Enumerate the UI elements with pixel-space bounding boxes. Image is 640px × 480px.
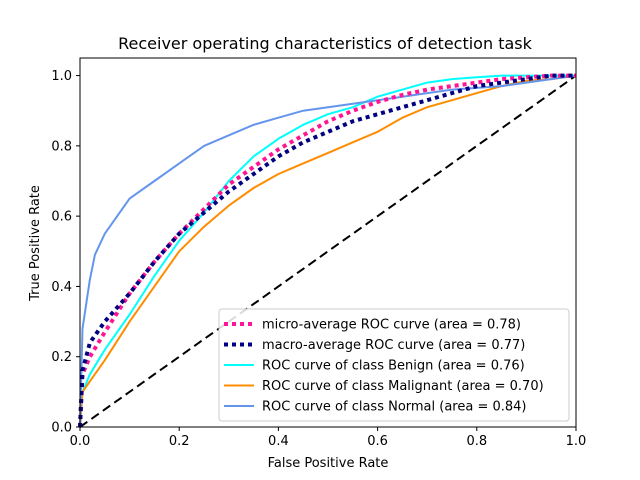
- y-axis-label: True Positive Rate: [28, 185, 43, 302]
- legend: micro-average ROC curve (area = 0.78) mac…: [218, 308, 570, 422]
- x-axis-ticks: 0.0 0.2 0.4 0.6 0.8 1.0: [70, 427, 587, 449]
- x-tick-label: 0.2: [169, 434, 190, 449]
- plot-frame: [79, 57, 577, 428]
- y-tick-label: 0.8: [51, 139, 72, 154]
- legend-label-2: ROC curve of class Benign (area = 0.76): [262, 359, 525, 374]
- series-line-2: [79, 74, 576, 428]
- x-tick-label: 1.0: [566, 434, 587, 449]
- y-tick-label: 0.2: [51, 350, 72, 365]
- legend-box: [218, 308, 570, 422]
- x-tick-label: 0.0: [70, 434, 91, 449]
- series-line-3: [79, 74, 577, 428]
- y-tick-label: 0.6: [51, 210, 72, 225]
- legend-label-3: ROC curve of class Malignant (area = 0.7…: [262, 379, 544, 394]
- legend-label-0: micro-average ROC curve (area = 0.78): [262, 318, 521, 333]
- series-line-0: [78, 73, 576, 428]
- y-tick-label: 0.4: [51, 280, 72, 295]
- y-tick-label: 1.0: [51, 69, 72, 84]
- legend-label-1: macro-average ROC curve (area = 0.77): [262, 338, 525, 353]
- y-axis-ticks: 0.0 0.2 0.4 0.6 0.8 1.0: [51, 69, 80, 436]
- roc-curves: [78, 73, 577, 428]
- y-tick-label: 0.0: [51, 421, 72, 436]
- chance-diagonal-line: [79, 74, 577, 428]
- x-tick-label: 0.8: [466, 434, 487, 449]
- x-tick-label: 0.6: [367, 434, 388, 449]
- x-axis-label: False Positive Rate: [268, 456, 389, 471]
- legend-label-4: ROC curve of class Normal (area = 0.84): [262, 400, 527, 415]
- series-line-1: [78, 73, 576, 428]
- chart-title: Receiver operating characteristics of de…: [118, 34, 532, 53]
- x-tick-label: 0.4: [268, 434, 289, 449]
